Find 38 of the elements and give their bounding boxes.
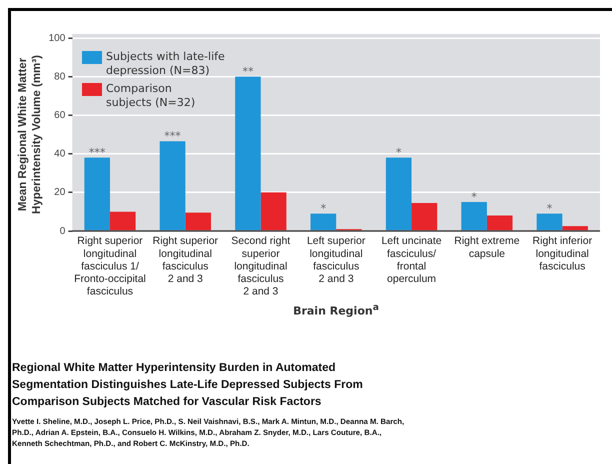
y-tick-label: 20 <box>54 187 66 198</box>
annotation: * <box>320 202 327 215</box>
annotation: ** <box>242 64 254 78</box>
bar <box>562 226 588 230</box>
annotation: * <box>396 146 402 160</box>
x-tick-label: Right superior longitudinal fasciculus 2 and 3 <box>152 235 219 285</box>
bar <box>486 216 513 230</box>
x-tick-label: Right inferior longitudinal fasciculus <box>532 235 593 272</box>
bar <box>386 158 412 230</box>
y-tick-label: 40 <box>54 148 66 160</box>
annotation: *** <box>164 130 182 143</box>
x-tick-label: Second right superior longitudinal fasciculus 2 and 3 <box>231 235 290 298</box>
bar <box>84 158 110 230</box>
legend-label: Subjects with late-life depression (N=83) <box>106 50 225 78</box>
bar <box>110 212 136 230</box>
annotation: *** <box>88 146 106 160</box>
bar <box>160 141 186 230</box>
bar <box>412 203 438 230</box>
bar <box>185 212 211 230</box>
x-axis-title: Brain Region$^{a}$ <box>292 302 380 318</box>
bar <box>461 202 487 230</box>
bar <box>260 192 286 230</box>
y-tick-label: 0 <box>60 226 66 237</box>
annotation: * <box>546 202 553 215</box>
y-axis-title: Mean Regional White Matter Hyperintensity Volume (mm³) <box>17 54 43 214</box>
annotation: * <box>471 190 478 204</box>
legend-label: Comparison subjects (N=32) <box>106 82 196 110</box>
y-tick-label: 60 <box>54 110 66 121</box>
x-tick-label: Left superior longitudinal fasciculus 2 and 3 <box>306 235 366 285</box>
y-tick-label: 80 <box>54 71 66 82</box>
x-tick-label: Left uncinate fasciculus/ frontal operculum <box>381 235 442 285</box>
x-tick-label: Right superior longitudinal fasciculus 1/ Fronto-occipital fasciculus <box>74 235 146 298</box>
bar <box>310 214 336 230</box>
y-tick-label: 100 <box>48 32 66 44</box>
bar <box>536 214 562 230</box>
bar <box>235 76 261 230</box>
text: Regional White Matter Hyperintensity Burden in Automated Segmentation Distinguishes Late-Life Depressed Subjects From Comparison Subjects Matched for Vascular Risk Factors <box>12 361 364 410</box>
x-tick-label: Right extreme capsule <box>454 235 520 260</box>
